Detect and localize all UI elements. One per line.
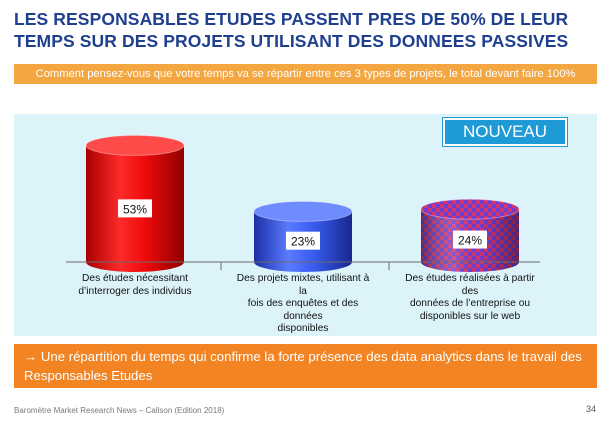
new-badge: NOUVEAU (443, 118, 567, 146)
value-label-3: 24% (458, 234, 482, 248)
value-label-box-2 (286, 231, 320, 250)
category-label-2: Des projets mixtes, utilisant à la fois d… (233, 273, 373, 336)
category-label-line: Des projets mixtes, utilisant à la (236, 273, 370, 297)
category-label-line: d’interroger des individus (78, 285, 192, 297)
category-label-line: Des études réalisées à partir des (405, 273, 535, 297)
category-label-line: données de l’entreprise ou (409, 298, 531, 309)
value-label-box-1 (118, 199, 152, 218)
category-label-line: fois des enquêtes et des données (247, 298, 359, 322)
bar-1: 53% (85, 134, 185, 272)
bar-top-1 (85, 134, 185, 156)
question-subtitle: Comment pensez-vous que votre temps va s… (14, 64, 597, 84)
bar-2: 23% (253, 200, 353, 272)
category-label-line: Des études nécessitant (82, 273, 188, 284)
bar-top-2 (253, 200, 353, 222)
value-label-2: 23% (291, 235, 315, 249)
bar-3: 24% (420, 198, 520, 272)
category-label-line: disponibles (277, 323, 329, 334)
page-number: 34 (585, 404, 596, 414)
page-title: LES RESPONSABLES ETUDES PASSENT PRES DE … (14, 8, 599, 52)
category-label-3: Des études réalisées à partir des données… (400, 273, 540, 323)
category-label-line: disponibles sur le web (419, 310, 521, 322)
source-footer: Baromètre Market Research News – Callson… (14, 406, 225, 415)
bar-top-3 (420, 198, 520, 220)
value-label-box-3 (453, 230, 487, 249)
value-label-1: 53% (123, 202, 147, 216)
title-line-2: TEMPS SUR DES PROJETS UTILISANT DES DONN… (14, 31, 569, 51)
title-line-1: LES RESPONSABLES ETUDES PASSENT PRES DE … (14, 9, 569, 29)
category-label-1: Des études nécessitant d’interroger des i… (65, 273, 205, 298)
conclusion-banner: → Une répartition du temps qui confirme … (14, 344, 597, 388)
